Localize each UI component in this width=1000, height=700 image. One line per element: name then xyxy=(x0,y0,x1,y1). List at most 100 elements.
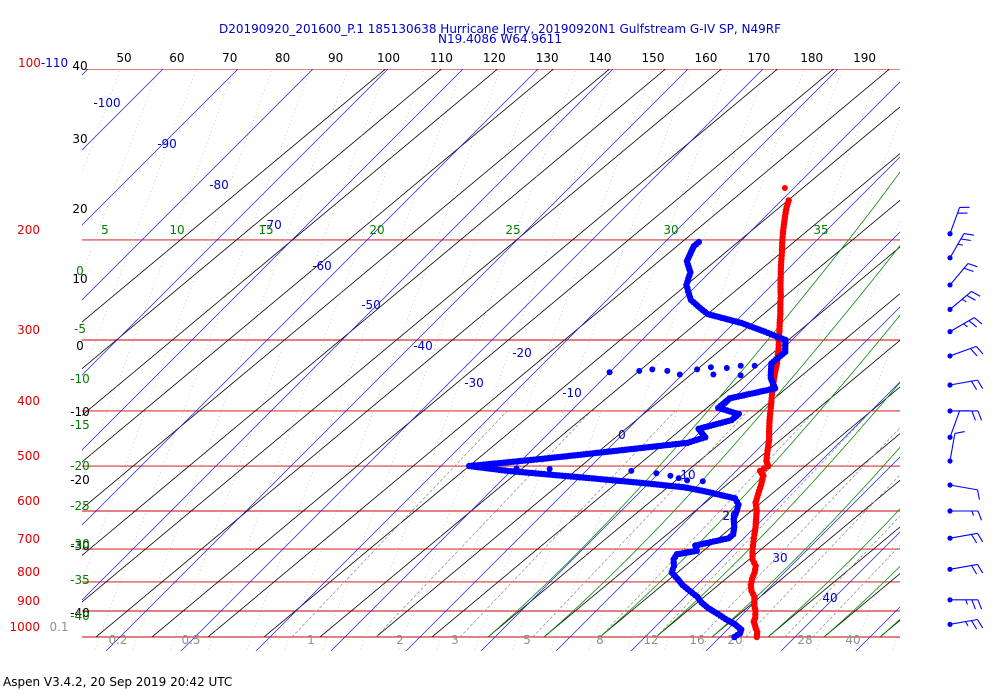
temperature-label: -20 xyxy=(70,473,90,487)
isotherm-line xyxy=(82,69,386,323)
theta-e-line xyxy=(739,220,900,651)
moist-adiabat-line xyxy=(992,69,1000,637)
top-scale-label: 70 xyxy=(222,51,237,65)
isotherm-line xyxy=(431,246,900,638)
isotherm-line xyxy=(151,69,834,638)
wind-barb-feather xyxy=(966,294,976,301)
temperature-label: 20 xyxy=(72,202,87,216)
mixing-ratio-label: 1 xyxy=(307,633,315,647)
dewpoint-point xyxy=(513,465,520,472)
top-scale-label: 50 xyxy=(116,51,131,65)
theta-e-line xyxy=(321,69,539,651)
wind-barb xyxy=(947,290,981,313)
mixing-ratio-line xyxy=(599,410,816,638)
dry-adiabat-line xyxy=(780,531,900,651)
dry-adiabat-line xyxy=(82,69,239,226)
wind-barb xyxy=(947,206,970,237)
theta-label: -70 xyxy=(262,218,282,232)
temperature-label: 30 xyxy=(72,132,87,146)
wind-barb-feather xyxy=(971,410,976,421)
dewpoint-point xyxy=(707,364,714,371)
wind-barb-staff xyxy=(949,263,969,286)
wind-barb-staff xyxy=(949,532,978,539)
dewpoint-trace xyxy=(466,238,789,641)
top-scale-label: 100 xyxy=(377,51,400,65)
dry-adiabat-line xyxy=(82,69,89,76)
wind-barb xyxy=(947,317,983,335)
moist-left-label: 0 xyxy=(76,264,84,278)
dewpoint-point xyxy=(695,238,702,246)
pressure-label: 100-110 xyxy=(18,56,68,70)
top-scale-label: 60 xyxy=(169,51,184,65)
mixing-ratio-line xyxy=(532,410,749,638)
theta-e-line xyxy=(663,69,881,651)
theta-label: -60 xyxy=(312,259,332,273)
top-scale-label: 180 xyxy=(800,51,823,65)
wind-barb-feather xyxy=(954,431,965,434)
mixing-ratio-label: 16 xyxy=(689,633,704,647)
wind-barb-feather xyxy=(965,599,968,605)
dry-adiabat-line xyxy=(555,306,900,651)
dry-adiabat-line xyxy=(82,69,314,301)
theta-e-line xyxy=(777,322,900,651)
dewpoint-point xyxy=(636,367,643,374)
pressure-label: 1000 xyxy=(9,620,40,634)
wind-barb xyxy=(947,410,970,440)
dewpoint-point xyxy=(694,366,701,373)
dewpoint-point xyxy=(667,472,674,479)
moist-top-label: 15 xyxy=(258,223,273,237)
top-scale-label: 150 xyxy=(642,51,665,65)
wind-barb-feather xyxy=(973,317,983,325)
theta-e-line xyxy=(587,69,805,651)
theta-label: -100 xyxy=(93,96,120,110)
wind-barb xyxy=(947,233,974,261)
moist-adiabat-line xyxy=(599,314,900,638)
theta-label: 10 xyxy=(680,468,695,482)
mixing-ratio-label: 0.2 xyxy=(108,633,127,647)
dry-adiabat-line xyxy=(82,69,164,151)
wind-barb-feather xyxy=(977,379,984,389)
wind-barb-staff xyxy=(949,433,956,462)
mixing-ratio-label: 28 xyxy=(797,633,812,647)
theta-e-line xyxy=(245,69,463,651)
wind-barb-feather xyxy=(971,380,978,391)
wind-barb-feather xyxy=(964,621,969,627)
theta-e-line xyxy=(283,69,501,651)
wind-barb xyxy=(947,482,980,500)
wind-barb xyxy=(947,618,984,630)
theta-e-line xyxy=(853,527,900,651)
dry-adiabat-line xyxy=(630,381,900,651)
mixing-ratio-line xyxy=(812,544,900,638)
dewpoint-point xyxy=(699,478,706,485)
theta-e-line xyxy=(0,0,10,657)
isotherm-line xyxy=(82,69,442,370)
theta-e-line xyxy=(435,69,653,651)
dewpoint-point xyxy=(664,367,671,374)
dry-adiabat-line xyxy=(82,69,614,601)
isotherm-line xyxy=(263,106,900,638)
wind-barb xyxy=(947,431,965,464)
temperature-label: 40 xyxy=(72,59,87,73)
theta-label: -90 xyxy=(157,137,177,151)
moist-top-label: 35 xyxy=(813,223,828,237)
pressure-label: 700 xyxy=(17,532,40,546)
wind-barb-feather xyxy=(971,290,981,297)
mixing-ratio-line xyxy=(700,427,900,638)
mixing-ratio-label: 12 xyxy=(643,633,658,647)
theta-e-line xyxy=(82,69,273,583)
wind-barb-feather xyxy=(971,565,978,575)
isotherm-line xyxy=(82,69,666,556)
wind-barb-feather xyxy=(963,323,968,328)
wind-barb-staff xyxy=(949,410,961,438)
isotherm-line xyxy=(823,573,900,638)
isotherm-line xyxy=(767,526,900,638)
theta-e-line xyxy=(891,629,900,651)
dry-adiabat-line xyxy=(705,456,900,651)
temperature-label: -30 xyxy=(70,539,90,553)
wind-barb-feather xyxy=(971,599,976,610)
dewpoint-point xyxy=(737,362,744,369)
moist-left-label: -40 xyxy=(70,609,90,623)
wind-barb-feather xyxy=(977,599,983,610)
